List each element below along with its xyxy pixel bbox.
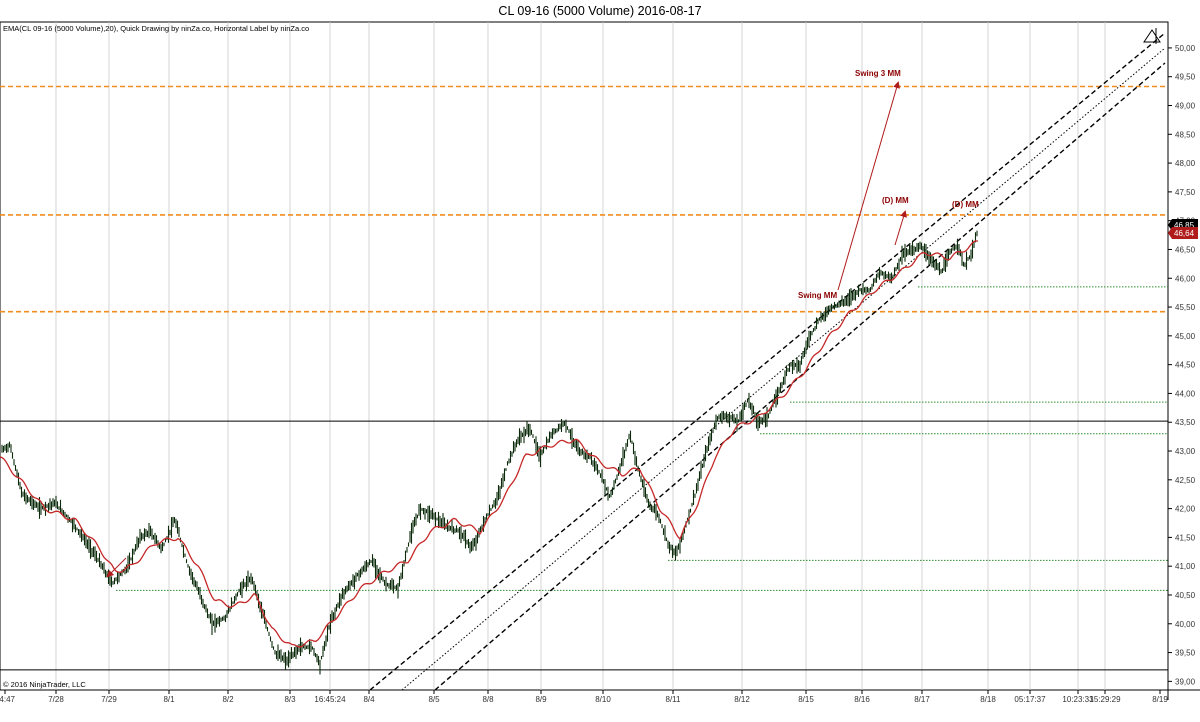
x-tick-label: 8/4 (363, 695, 375, 704)
y-tick-label: 44,50 (1175, 361, 1196, 370)
x-tick-label: 7/29 (101, 695, 117, 704)
last-price-value: 46,85 (1174, 221, 1195, 230)
y-tick-label: 49,00 (1175, 102, 1196, 111)
indicator-label: EMA(CL 09-16 (5000 Volume),20), Quick Dr… (3, 24, 309, 33)
y-tick-label: 46,00 (1175, 274, 1196, 283)
x-tick-label: 8/15 (798, 695, 814, 704)
x-tick-label: 15:29:29 (1089, 695, 1121, 704)
y-tick-label: 41,50 (1175, 533, 1196, 542)
y-tick-label: 43,50 (1175, 418, 1196, 427)
ema-price-tag: 46,64 (1168, 227, 1198, 239)
y-tick-label: 42,50 (1175, 476, 1196, 485)
y-tick-label: 40,00 (1175, 620, 1196, 629)
annotation-swing-3-mm[interactable]: Swing 3 MM (855, 69, 901, 78)
time-axis: 14:47 7/28 7/29 8/1 8/2 8/3 16:45:24 8/4 8/5 8/8 8… (0, 690, 1168, 704)
x-tick-label: 14:47 (0, 695, 16, 704)
x-tick-label: 8/17 (914, 695, 930, 704)
y-tick-label: 48,00 (1175, 159, 1196, 168)
y-tick-label: 41,00 (1175, 562, 1196, 571)
swing-3-mm-arrow[interactable] (837, 81, 900, 291)
y-tick-label: 43,00 (1175, 447, 1196, 456)
entry-arrow[interactable] (106, 557, 127, 578)
window-title: CL 09-16 (5000 Volume) 2016-08-17 (498, 4, 702, 18)
y-tick-label: 39,00 (1175, 677, 1196, 686)
y-tick-label: 42,00 (1175, 505, 1196, 514)
horizontal-levels (0, 85, 1168, 671)
x-tick-label: 10:23:33 (1062, 695, 1094, 704)
x-tick-label: 8/1 (163, 695, 175, 704)
x-tick-label: 8/10 (595, 695, 611, 704)
x-tick-label: 8/16 (854, 695, 870, 704)
y-tick-label: 47,50 (1175, 188, 1196, 197)
x-tick-label: 16:45:24 (314, 695, 346, 704)
x-tick-label: 7/28 (48, 695, 64, 704)
x-tick-label: 8/12 (734, 695, 750, 704)
channel-mid-line[interactable] (401, 47, 1166, 691)
y-tick-label: 39,50 (1175, 649, 1196, 658)
y-tick-label: 45,00 (1175, 332, 1196, 341)
x-tick-label: 8/18 (980, 695, 996, 704)
d-mm-arrow[interactable] (894, 210, 907, 246)
y-tick-label: 44,00 (1175, 389, 1196, 398)
annotation-d-mm-1[interactable]: (D) MM (882, 196, 909, 205)
ema-price-value: 46,64 (1174, 229, 1195, 238)
annotation-swing-mm[interactable]: Swing MM (798, 291, 837, 300)
chart-navigation-icon[interactable] (1143, 28, 1161, 44)
x-tick-label: 8/19 (1152, 695, 1168, 704)
y-tick-label: 50,00 (1175, 44, 1196, 53)
x-tick-label: 8/8 (482, 695, 494, 704)
x-tick-label: 8/3 (284, 695, 296, 704)
x-tick-label: 8/2 (222, 695, 234, 704)
y-tick-label: 49,50 (1175, 73, 1196, 82)
annotation-d-mm-2[interactable]: (D) MM (952, 200, 979, 209)
x-tick-label: 8/11 (666, 695, 682, 704)
y-tick-label: 45,50 (1175, 303, 1196, 312)
channel-upper-line[interactable] (369, 32, 1166, 691)
ema-line (0, 240, 979, 648)
y-tick-label: 48,50 (1175, 130, 1196, 139)
price-axis: 39,00 39,50 40,00 40,50 41,00 41,50 42,00 42,50… (1168, 44, 1196, 686)
copyright-text: © 2016 NinjaTrader, LLC (3, 680, 86, 689)
x-tick-label: 8/9 (535, 695, 547, 704)
x-tick-label: 05:17:37 (1014, 695, 1046, 704)
y-tick-label: 40,50 (1175, 591, 1196, 600)
y-tick-label: 46,50 (1175, 245, 1196, 254)
vertical-grid (55, 22, 1106, 690)
plot-area (0, 21, 1169, 691)
x-tick-label: 8/5 (428, 695, 440, 704)
